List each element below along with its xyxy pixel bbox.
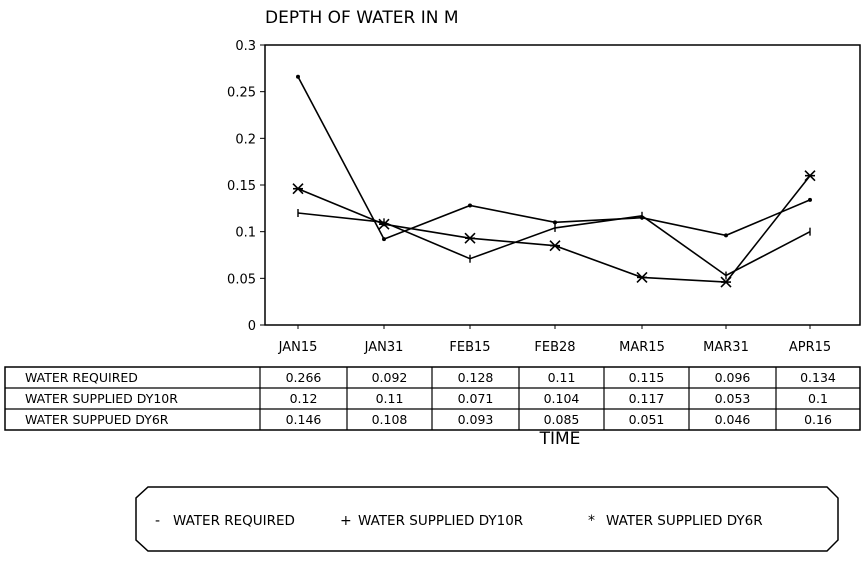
x-tick-label: MAR31 — [703, 340, 749, 355]
table-cell: 0.093 — [458, 412, 494, 427]
table-cell: 0.071 — [458, 391, 494, 406]
plot-area: 0 0.05 0.1 0.15 0.2 0.25 0.3 JAN15 JAN31 FEB15 FEB… — [227, 39, 861, 355]
chart-title: DEPTH OF WATER IN M — [265, 8, 459, 28]
series-1-line — [297, 76, 811, 241]
table-row-header: WATER REQUIRED — [25, 370, 138, 385]
series-1-point — [468, 203, 472, 208]
series-3 — [292, 170, 816, 288]
table-cell: 0.266 — [286, 370, 322, 385]
y-tick-label: 0.2 — [235, 132, 256, 147]
legend-symbol: * — [588, 513, 595, 529]
table-cell: 0.12 — [290, 391, 318, 406]
series-3-point — [464, 232, 476, 244]
table-cell: 0.11 — [548, 370, 576, 385]
series-3-point — [804, 170, 816, 182]
table-row-header: WATER SUPPLIED DY10R — [25, 391, 178, 406]
table-cell: 0.117 — [629, 391, 665, 406]
x-tick-label: FEB15 — [449, 340, 490, 355]
series-3-point — [292, 183, 304, 195]
legend-label: WATER SUPPLIED DY10R — [358, 513, 523, 529]
table-cell: 0.1 — [808, 391, 828, 406]
series-3-point — [636, 271, 648, 283]
x-tick-label: JAN15 — [278, 340, 318, 355]
table-cell: 0.085 — [544, 412, 580, 427]
plot-frame — [264, 44, 861, 326]
legend-symbol: + — [340, 513, 352, 529]
y-tick-label: 0 — [248, 319, 256, 334]
table-row-header: WATER SUPPUED DY6R — [25, 412, 169, 427]
series-1-point — [553, 220, 557, 225]
legend-entry: * WATER SUPPLIED DY6R — [588, 513, 763, 529]
series-3-point — [378, 218, 390, 230]
y-tick-label: 0.1 — [235, 226, 256, 241]
table-cell: 0.104 — [544, 391, 580, 406]
series-3-point — [549, 240, 561, 252]
y-tick-label: 0.3 — [235, 39, 256, 54]
legend-label: WATER REQUIRED — [173, 513, 295, 529]
series-1-point — [808, 197, 812, 202]
legend-entry: + WATER SUPPLIED DY10R — [340, 513, 523, 529]
legend: - WATER REQUIRED + WATER SUPPLIED DY10R * WAT… — [135, 486, 839, 552]
x-tick-label: MAR15 — [619, 340, 665, 355]
series-1 — [296, 74, 812, 242]
table-cell: 0.053 — [715, 391, 751, 406]
table-cell: 0.146 — [286, 412, 322, 427]
x-tick-label: APR15 — [789, 340, 831, 355]
legend-symbol: - — [155, 513, 160, 529]
series-2 — [297, 209, 811, 280]
legend-entry: - WATER REQUIRED — [155, 513, 295, 529]
series-3-point — [720, 276, 732, 288]
data-table: WATER REQUIRED 0.266 0.092 0.128 0.11 0.115 0.… — [4, 366, 861, 431]
table-cell: 0.096 — [715, 370, 751, 385]
x-axis-title: TIME — [539, 429, 581, 449]
y-tick-label: 0.25 — [227, 86, 256, 101]
table-cell: 0.092 — [372, 370, 408, 385]
x-tick-label: FEB28 — [534, 340, 575, 355]
table-cell: 0.051 — [629, 412, 665, 427]
table-cell: 0.046 — [715, 412, 751, 427]
legend-frame — [135, 486, 839, 552]
x-tick-label: JAN31 — [364, 340, 404, 355]
table-cell: 0.108 — [372, 412, 408, 427]
table-cell: 0.128 — [458, 370, 494, 385]
legend-label: WATER SUPPLIED DY6R — [606, 513, 763, 529]
series-1-point — [296, 74, 300, 79]
y-tick-label: 0.05 — [227, 272, 256, 287]
table-cell: 0.134 — [800, 370, 836, 385]
y-tick-label: 0.15 — [227, 179, 256, 194]
table-cell: 0.115 — [629, 370, 665, 385]
series-1-point — [724, 233, 728, 238]
table-cell: 0.11 — [376, 391, 404, 406]
series-1-point — [382, 237, 386, 242]
table-cell: 0.16 — [804, 412, 832, 427]
